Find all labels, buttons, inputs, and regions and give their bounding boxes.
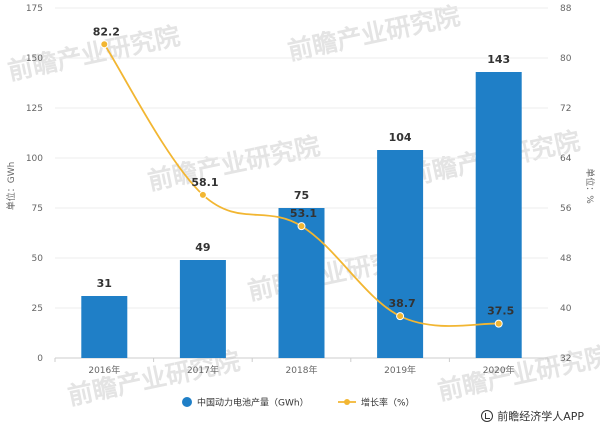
legend-bar-label: 中国动力电池产量（GWh）: [197, 397, 309, 409]
left-axis-ticks: 0 25 50 75 100 125 150 175: [26, 4, 43, 364]
left-tick-label: 150: [26, 54, 43, 64]
left-tick-label: 75: [32, 204, 43, 214]
x-axis-ticks: 2016年 2017年 2018年 2019年 2020年: [54, 358, 549, 376]
bar: [377, 150, 424, 358]
x-tick-label: 2019年: [384, 364, 416, 376]
left-tick-label: 100: [26, 154, 43, 164]
left-tick-label: 175: [26, 4, 43, 14]
bar: [179, 260, 226, 358]
legend-bar-swatch: [182, 397, 192, 407]
bar-data-label: 104: [389, 131, 412, 144]
right-tick-label: 56: [560, 204, 572, 214]
bar: [81, 296, 128, 358]
line-data-label: 82.2: [93, 25, 120, 38]
line-data-label: 37.5: [487, 305, 514, 318]
line-series: 82.2 58.1 53.1 38.7 37.5: [93, 25, 514, 328]
legend: 中国动力电池产量（GWh） 增长率（%）: [182, 397, 415, 409]
app-logo-icon: [481, 410, 494, 422]
legend-line-marker: [344, 399, 350, 405]
right-tick-label: 64: [560, 154, 572, 164]
bar-data-label: 75: [294, 189, 309, 202]
x-tick-label: 2016年: [88, 364, 120, 376]
right-tick-label: 48: [560, 254, 572, 264]
watermark: 前瞻产业研究院: [285, 1, 462, 66]
right-axis-label: 单位：%: [584, 168, 596, 204]
line-data-label: 53.1: [290, 207, 317, 220]
x-tick-label: 2017年: [187, 364, 219, 376]
line-point: [198, 190, 207, 199]
credit-text: 前瞻经济学人APP: [497, 410, 584, 423]
right-tick-label: 32: [560, 354, 571, 364]
left-axis-label: 单位：GWh: [5, 162, 17, 211]
right-tick-label: 40: [560, 304, 572, 314]
x-tick-label: 2018年: [286, 364, 318, 376]
line-point: [396, 312, 405, 321]
line-data-label: 58.1: [191, 176, 218, 189]
right-axis-ticks: 32 40 48 56 64 72 80 88: [560, 4, 572, 364]
legend-line-label: 增长率（%）: [361, 397, 415, 409]
left-tick-label: 0: [37, 354, 43, 364]
left-tick-label: 25: [32, 304, 43, 314]
right-tick-label: 80: [560, 54, 572, 64]
left-tick-label: 125: [26, 104, 43, 114]
line-point: [100, 40, 109, 49]
bar: [278, 208, 325, 358]
bar: [475, 72, 522, 358]
watermark: 前瞻产业研究院: [145, 131, 322, 196]
bar-data-label: 49: [195, 241, 210, 254]
line-point: [494, 319, 503, 328]
line-path: [103, 43, 499, 327]
left-tick-label: 50: [32, 254, 44, 264]
right-tick-label: 88: [560, 4, 572, 14]
bar-series: 31 49 75 104 143: [81, 53, 522, 358]
line-point: [297, 222, 306, 231]
credit: 前瞻经济学人APP: [481, 408, 584, 424]
bar-data-label: 31: [97, 277, 112, 290]
right-tick-label: 72: [560, 104, 571, 114]
line-data-label: 38.7: [389, 297, 416, 310]
bar-data-label: 143: [487, 53, 510, 66]
x-tick-label: 2020年: [483, 364, 515, 376]
